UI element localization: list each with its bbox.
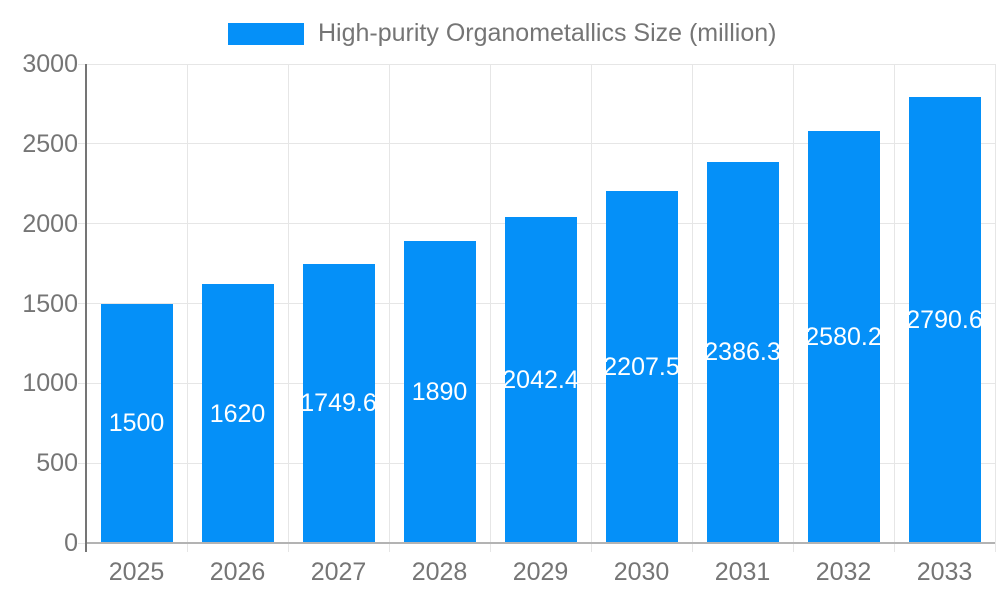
x-axis-label: 2027 — [310, 558, 367, 586]
gridline-vertical — [186, 64, 188, 552]
y-axis-label: 3000 — [22, 50, 78, 78]
bar-2033[interactable]: 2790.6 — [906, 97, 983, 543]
x-axis-label: 2029 — [512, 558, 569, 586]
gridline-vertical — [590, 64, 592, 552]
y-axis-tick — [78, 63, 86, 65]
x-axis-label: 2032 — [815, 558, 872, 586]
bar-value-label: 1620 — [209, 399, 266, 428]
x-axis-label: 2033 — [916, 558, 973, 586]
bar-2027[interactable]: 1749.6 — [300, 263, 377, 543]
gridline-vertical — [287, 64, 289, 552]
y-axis-tick — [78, 542, 86, 544]
gridline-vertical — [792, 64, 794, 552]
x-axis-label: 2031 — [714, 558, 771, 586]
bar-value-label: 2790.6 — [906, 306, 983, 335]
bar-2032[interactable]: 2580.2 — [805, 131, 882, 543]
bar-2030[interactable]: 2207.5 — [603, 190, 680, 543]
x-axis-label: 2028 — [411, 558, 468, 586]
y-axis-tick — [78, 303, 86, 304]
bar-2026[interactable]: 1620 — [201, 284, 274, 543]
gridline-vertical — [691, 64, 693, 552]
gridline-vertical — [994, 64, 996, 552]
y-axis-tick — [78, 382, 86, 384]
bar-2025[interactable]: 1500 — [100, 303, 173, 543]
bar-value-label: 1500 — [108, 409, 165, 438]
bar-value-label: 2207.5 — [603, 352, 680, 381]
bar-2028[interactable]: 1890 — [403, 241, 476, 543]
bar-value-label: 2386.3 — [704, 338, 781, 367]
y-axis-line — [84, 64, 87, 552]
y-axis-label: 1000 — [22, 369, 78, 398]
bar-2029[interactable]: 2042.4 — [502, 216, 579, 543]
gridline-vertical — [489, 64, 491, 552]
gridline-vertical — [388, 64, 390, 552]
bar-2031[interactable]: 2386.3 — [704, 161, 781, 543]
bar-value-label: 1890 — [411, 378, 468, 407]
x-axis-baseline — [86, 542, 995, 544]
x-axis-label: 2026 — [209, 558, 266, 586]
y-axis-label: 1500 — [22, 289, 78, 318]
gridline-horizontal — [86, 63, 995, 65]
gridline-vertical — [893, 64, 895, 552]
bar-value-label: 2580.2 — [805, 323, 882, 351]
y-axis-label: 0 — [64, 529, 78, 557]
chart-legend[interactable]: High-purity Organometallics Size (millio… — [228, 21, 776, 46]
x-axis-label: 2025 — [108, 558, 165, 586]
gridline-horizontal — [86, 143, 995, 145]
y-axis-label: 2000 — [22, 209, 78, 238]
y-axis-label: 2500 — [22, 129, 78, 158]
y-axis-tick — [78, 223, 86, 225]
bar-value-label: 2042.4 — [502, 365, 579, 394]
y-axis-tick — [78, 143, 86, 145]
x-axis-label: 2030 — [613, 558, 670, 586]
y-axis-label: 500 — [36, 449, 78, 478]
legend-label: High-purity Organometallics Size (millio… — [318, 19, 777, 47]
legend-swatch — [228, 22, 304, 45]
y-axis-tick — [78, 462, 86, 464]
bar-value-label: 1749.6 — [300, 389, 377, 418]
